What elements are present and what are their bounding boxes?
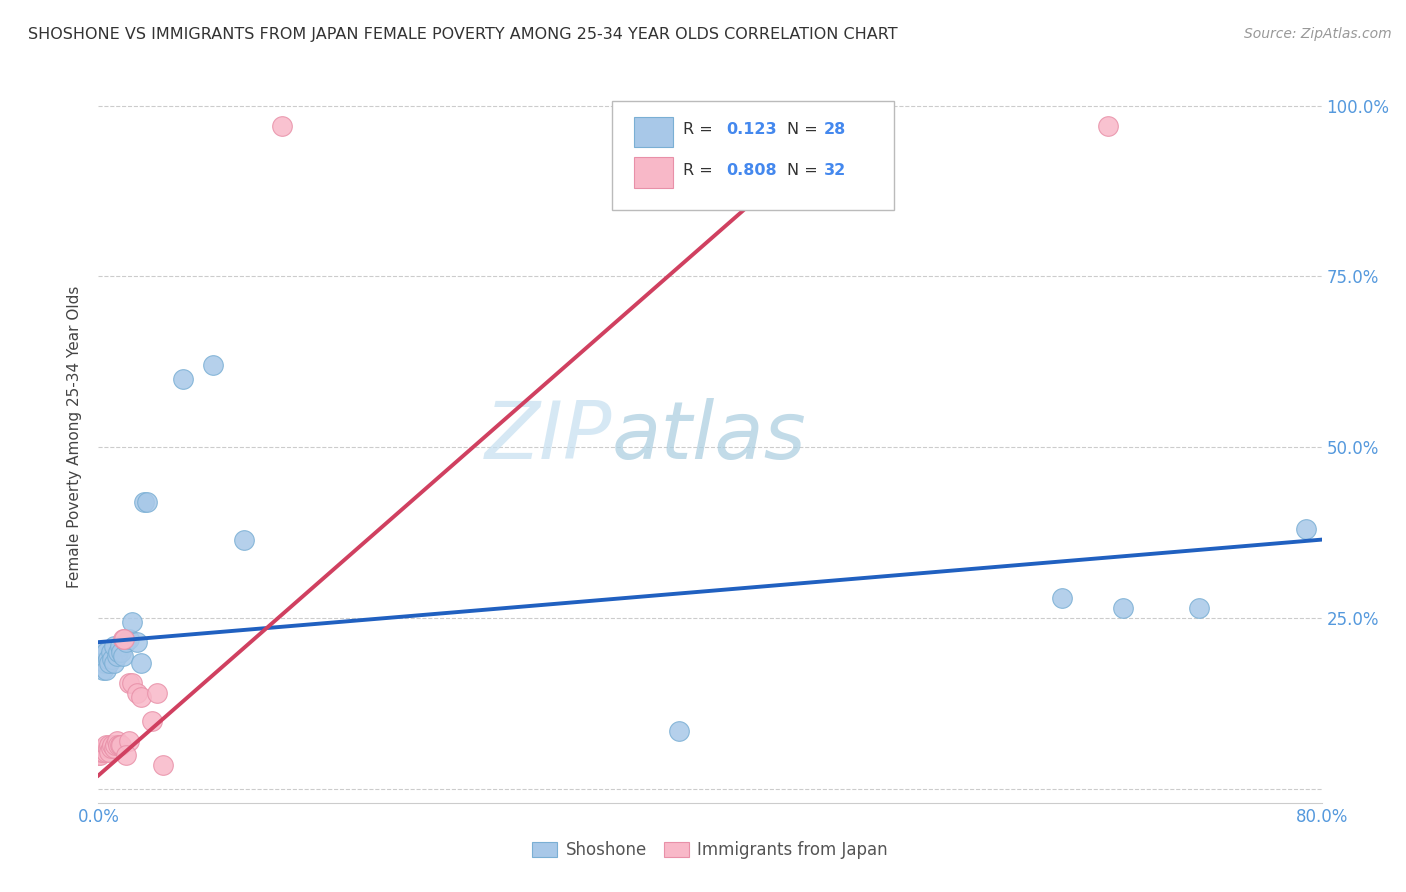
- Point: [89, 747, 111, 762]
- Point: [129, 656, 152, 670]
- Point: [152, 758, 174, 772]
- FancyBboxPatch shape: [612, 101, 893, 211]
- Point: [129, 690, 152, 704]
- Text: 0.808: 0.808: [725, 162, 776, 178]
- Point: [93, 741, 115, 756]
- Text: Source: ZipAtlas.com: Source: ZipAtlas.com: [1244, 27, 1392, 41]
- Point: [97, 741, 120, 756]
- Point: [103, 656, 125, 670]
- Point: [121, 615, 143, 629]
- Text: SHOSHONE VS IMMIGRANTS FROM JAPAN FEMALE POVERTY AMONG 25-34 YEAR OLDS CORRELATI: SHOSHONE VS IMMIGRANTS FROM JAPAN FEMALE…: [28, 27, 898, 42]
- Point: [232, 533, 254, 547]
- Text: 28: 28: [824, 122, 846, 137]
- Point: [103, 639, 125, 653]
- Point: [136, 495, 159, 509]
- Point: [104, 738, 127, 752]
- Point: [121, 676, 143, 690]
- Point: [115, 635, 138, 649]
- Point: [111, 648, 134, 663]
- Point: [107, 645, 129, 659]
- Point: [125, 686, 148, 700]
- Point: [115, 747, 138, 762]
- Text: ZIP: ZIP: [485, 398, 612, 476]
- Point: [98, 738, 121, 752]
- Point: [94, 645, 117, 659]
- Point: [1112, 601, 1135, 615]
- Point: [98, 656, 121, 670]
- Point: [112, 632, 135, 646]
- Point: [94, 745, 117, 759]
- Point: [97, 652, 120, 666]
- Point: [108, 639, 131, 653]
- Point: [87, 747, 110, 762]
- Point: [105, 734, 128, 748]
- Y-axis label: Female Poverty Among 25-34 Year Olds: Female Poverty Among 25-34 Year Olds: [67, 286, 83, 588]
- Point: [202, 359, 225, 373]
- Text: 32: 32: [824, 162, 846, 178]
- Text: 0.123: 0.123: [725, 122, 776, 137]
- Point: [125, 635, 148, 649]
- Legend: Shoshone, Immigrants from Japan: Shoshone, Immigrants from Japan: [524, 833, 896, 868]
- Text: atlas: atlas: [612, 398, 807, 476]
- Point: [118, 676, 141, 690]
- Point: [101, 738, 124, 752]
- Point: [270, 119, 292, 133]
- Point: [1097, 119, 1119, 133]
- Point: [94, 663, 117, 677]
- Point: [111, 632, 134, 646]
- Text: N =: N =: [787, 162, 823, 178]
- Text: R =: R =: [683, 122, 718, 137]
- Point: [110, 645, 132, 659]
- Point: [105, 648, 128, 663]
- Point: [110, 738, 132, 752]
- Point: [89, 645, 111, 659]
- Point: [172, 372, 194, 386]
- Point: [1295, 522, 1317, 536]
- Text: N =: N =: [787, 122, 823, 137]
- Point: [1050, 591, 1073, 605]
- Point: [103, 741, 125, 756]
- Point: [91, 745, 114, 759]
- Point: [91, 663, 114, 677]
- Point: [141, 714, 163, 728]
- Point: [94, 738, 117, 752]
- Point: [1188, 601, 1211, 615]
- Point: [145, 686, 167, 700]
- Point: [93, 656, 115, 670]
- Point: [90, 656, 112, 670]
- FancyBboxPatch shape: [634, 157, 673, 187]
- FancyBboxPatch shape: [634, 117, 673, 147]
- Point: [108, 738, 131, 752]
- Point: [118, 734, 141, 748]
- Point: [118, 632, 141, 646]
- Point: [101, 652, 124, 666]
- Point: [668, 724, 690, 739]
- Point: [107, 738, 129, 752]
- Point: [98, 745, 121, 759]
- Point: [90, 745, 112, 759]
- Point: [100, 645, 122, 659]
- Point: [100, 741, 122, 756]
- Text: R =: R =: [683, 162, 718, 178]
- Point: [134, 495, 156, 509]
